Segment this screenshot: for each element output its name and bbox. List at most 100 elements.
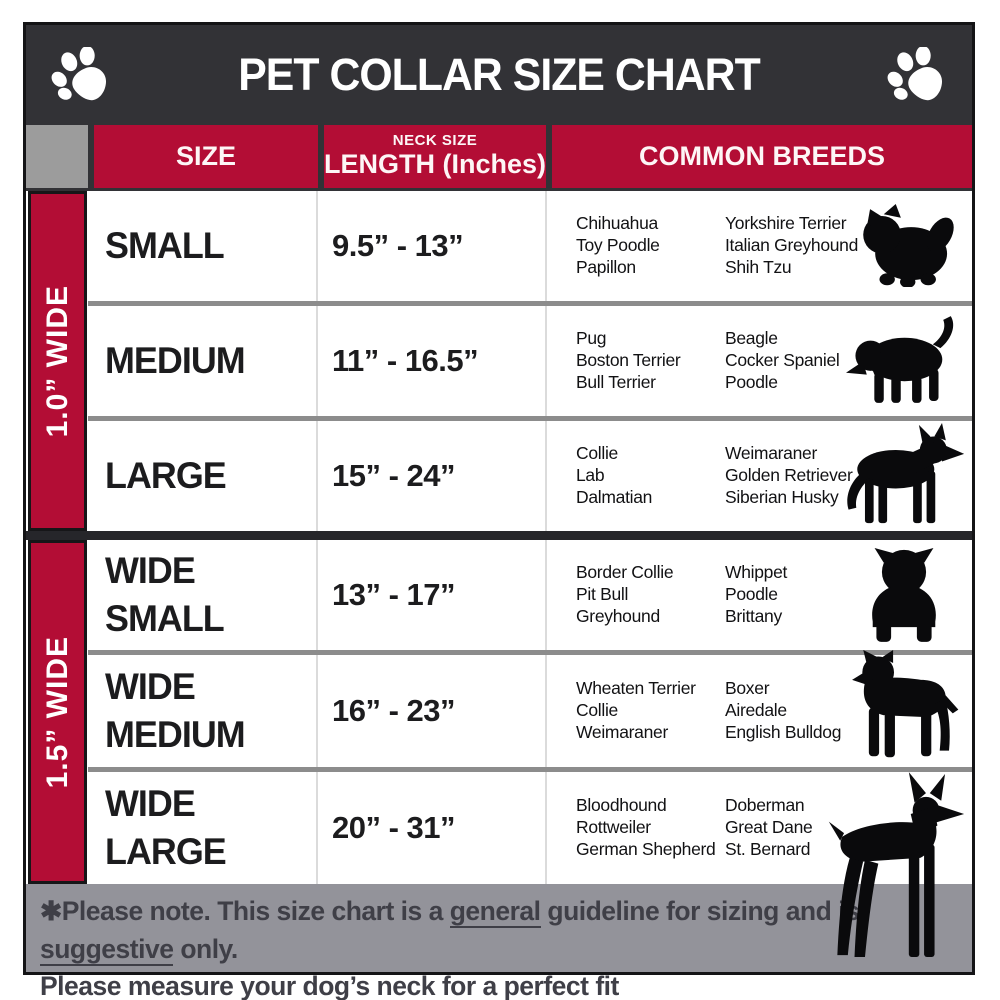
table-row-small: SMALL 9.5” - 13” Chihuahua Toy Poodle Pa… (88, 191, 972, 301)
page-title: PET COLLAR SIZE CHART (238, 49, 761, 100)
paw-print-icon (50, 45, 112, 103)
breed-item: Boxer (725, 678, 770, 699)
size-cell: WIDE SMALL (88, 540, 318, 650)
breed-item: Shih Tzu (725, 256, 792, 277)
breed-item: Italian Greyhound (725, 235, 859, 256)
width-band-1-5-inch: 1.5” WIDE (28, 540, 87, 884)
row-divider (88, 650, 972, 655)
breed-item: Whippet (725, 562, 788, 583)
breed-item: Collie (576, 700, 618, 721)
breeds-cell: Chihuahua Toy Poodle Papillon Yorkshire … (547, 191, 972, 301)
section-divider (26, 531, 88, 540)
breed-item: Golden Retriever (725, 465, 853, 486)
breed-list: Weimaraner Golden Retriever Siberian Hus… (725, 443, 893, 508)
breed-item: Greyhound (576, 605, 660, 626)
breed-list: Beagle Cocker Spaniel Poodle (725, 328, 893, 393)
breed-item: Poodle (725, 371, 778, 392)
width-rail: 1.0” WIDE 1.5” WIDE (26, 191, 88, 884)
breed-list: Yorkshire Terrier Italian Greyhound Shih… (725, 213, 893, 278)
paw-print-icon (886, 45, 948, 103)
size-cell: WIDE LARGE (88, 772, 318, 884)
footnote-text: guideline for sizing and is (540, 896, 860, 926)
breeds-cell: Pug Boston Terrier Bull Terrier Beagle C… (547, 306, 972, 416)
breed-item: Lab (576, 465, 605, 486)
breed-item: Pit Bull (576, 584, 629, 605)
breeds-cell: Border Collie Pit Bull Greyhound Whippet… (547, 540, 972, 650)
width-band-label: 1.5” WIDE (40, 635, 74, 789)
breed-list: Bloodhound Rottweiler German Shepherd (576, 795, 725, 860)
length-cell: 9.5” - 13” (318, 191, 547, 301)
breed-item: Boston Terrier (576, 350, 681, 371)
width-band-1-inch: 1.0” WIDE (28, 191, 87, 531)
length-cell: 20” - 31” (318, 772, 547, 884)
section-divider (88, 531, 972, 540)
row-divider (88, 767, 972, 772)
breed-item: Chihuahua (576, 213, 658, 234)
breed-item: German Shepherd (576, 838, 716, 859)
breed-item: Cocker Spaniel (725, 350, 840, 371)
breed-item: Weimaraner (576, 721, 668, 742)
pomeranian-dog-icon (858, 204, 954, 287)
breed-item: Airedale (725, 700, 787, 721)
size-label: WIDE MEDIUM (105, 665, 246, 755)
breed-list: Border Collie Pit Bull Greyhound (576, 562, 725, 627)
length-inches-label: LENGTH (Inches) (324, 148, 547, 179)
breed-item: Toy Poodle (576, 235, 660, 256)
size-cell: WIDE MEDIUM (88, 655, 318, 767)
breed-item: Doberman (725, 795, 805, 816)
size-cell: LARGE (88, 421, 318, 531)
breed-list: Doberman Great Dane St. Bernard (725, 795, 893, 860)
breed-list: Whippet Poodle Brittany (725, 562, 893, 627)
breed-item: Pug (576, 328, 607, 349)
length-cell: 11” - 16.5” (318, 306, 547, 416)
pit-bull-dog-icon (852, 650, 964, 760)
size-cell: MEDIUM (88, 306, 318, 416)
table-row-wide-large: WIDE LARGE 20” - 31” Bloodhound Rottweil… (88, 772, 972, 957)
breed-item: Poodle (725, 584, 778, 605)
beagle-dog-icon (846, 314, 964, 405)
breed-item: St. Bernard (725, 838, 811, 859)
footnote-text: only. (173, 933, 238, 964)
column-header-common-breeds: COMMON BREEDS (552, 125, 972, 188)
breed-item: Bloodhound (576, 795, 667, 816)
length-value: 9.5” - 13” (332, 228, 464, 263)
breeds-cell: Bloodhound Rottweiler German Shepherd Do… (547, 772, 972, 957)
size-label: LARGE (105, 454, 227, 496)
table-row-medium: MEDIUM 11” - 16.5” Pug Boston Terrier Bu… (88, 306, 972, 416)
column-header-neck-length: NECK SIZE LENGTH (Inches) (324, 125, 546, 188)
width-band-label: 1.0” WIDE (40, 284, 74, 438)
size-label: MEDIUM (105, 339, 246, 381)
breeds-cell: Wheaten Terrier Collie Weimaraner Boxer … (547, 650, 972, 767)
size-label: WIDE LARGE (105, 782, 227, 872)
size-label: WIDE SMALL (105, 549, 225, 639)
length-value: 16” - 23” (332, 693, 456, 728)
footnote: ✱Please note. This size chart is a gener… (26, 884, 972, 1000)
breed-item: Siberian Husky (725, 486, 839, 507)
title-bar: PET COLLAR SIZE CHART (26, 25, 972, 125)
size-label: SMALL (105, 224, 225, 266)
german-shepherd-dog-icon (838, 423, 968, 527)
breed-list: Boxer Airedale English Bulldog (725, 678, 893, 743)
breed-item: Great Dane (725, 817, 813, 838)
length-value: 13” - 17” (332, 577, 456, 612)
footnote-underlined-word: suggestive (40, 933, 174, 966)
size-rows: SMALL 9.5” - 13” Chihuahua Toy Poodle Pa… (88, 191, 972, 957)
length-value: 20” - 31” (332, 810, 456, 845)
breed-item: Weimaraner (725, 443, 817, 464)
footnote-line2: Please measure your dog’s neck for a per… (40, 971, 619, 1000)
table-row-large: LARGE 15” - 24” Collie Lab Dalmatian Wei… (88, 421, 972, 531)
breed-item: Papillon (576, 256, 636, 277)
table-body: 1.0” WIDE 1.5” WIDE SMALL 9.5” - 13” (26, 191, 972, 957)
breeds-cell: Collie Lab Dalmatian Weimaraner Golden R… (547, 421, 972, 531)
breed-item: Border Collie (576, 562, 674, 583)
bulldog-dog-icon (858, 546, 950, 643)
length-cell: 13” - 17” (318, 540, 547, 650)
breed-list: Chihuahua Toy Poodle Papillon (576, 213, 725, 278)
table-row-wide-small: WIDE SMALL 13” - 17” Border Collie Pit B… (88, 540, 972, 650)
length-cell: 15” - 24” (318, 421, 547, 531)
column-header-size: SIZE (94, 125, 318, 188)
breed-item: Wheaten Terrier (576, 678, 696, 699)
table-row-wide-medium: WIDE MEDIUM 16” - 23” Wheaten Terrier Co… (88, 650, 972, 767)
breed-list: Pug Boston Terrier Bull Terrier (576, 328, 725, 393)
